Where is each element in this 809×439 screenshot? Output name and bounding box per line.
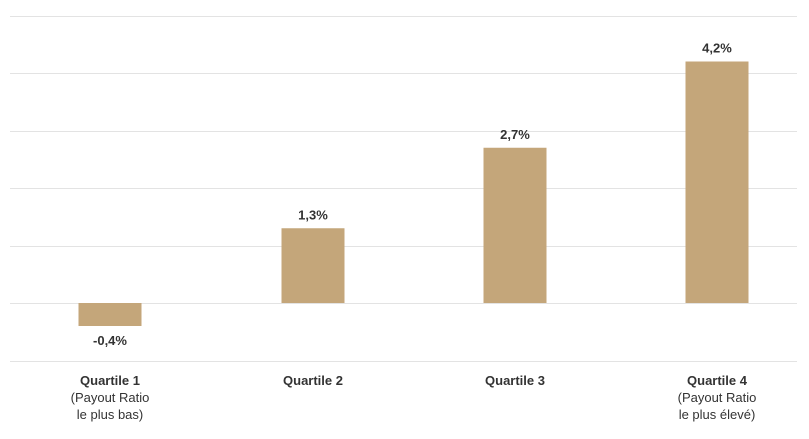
category-label-quartile-2: Quartile 2 [233,372,393,389]
value-label-3: 2,7% [500,127,530,142]
category-label-quartile-3: Quartile 3 [435,372,595,389]
value-label-4: 4,2% [702,41,732,56]
category-name: Quartile 4 [687,373,747,388]
category-label-quartile-4: Quartile 4 (Payout Ratio le plus élevé) [637,372,797,423]
value-label-1: -0,4% [93,333,127,348]
category-name: Quartile 3 [485,373,545,388]
category-name: Quartile 2 [283,373,343,388]
bar-3 [483,147,547,303]
bar-2 [281,228,345,303]
value-label-2: 1,3% [298,207,328,222]
category-sublabel: (Payout Ratio le plus élevé) [677,390,757,422]
category-sublabel: (Payout Ratio le plus bas) [70,390,150,422]
value-labels: -0,4% 1,3% 2,7% 4,2% [93,41,732,349]
bar-4 [685,61,749,303]
bar-1 [78,303,142,326]
bars [78,61,749,326]
category-name: Quartile 1 [80,373,140,388]
category-label-quartile-1: Quartile 1 (Payout Ratio le plus bas) [30,372,190,423]
